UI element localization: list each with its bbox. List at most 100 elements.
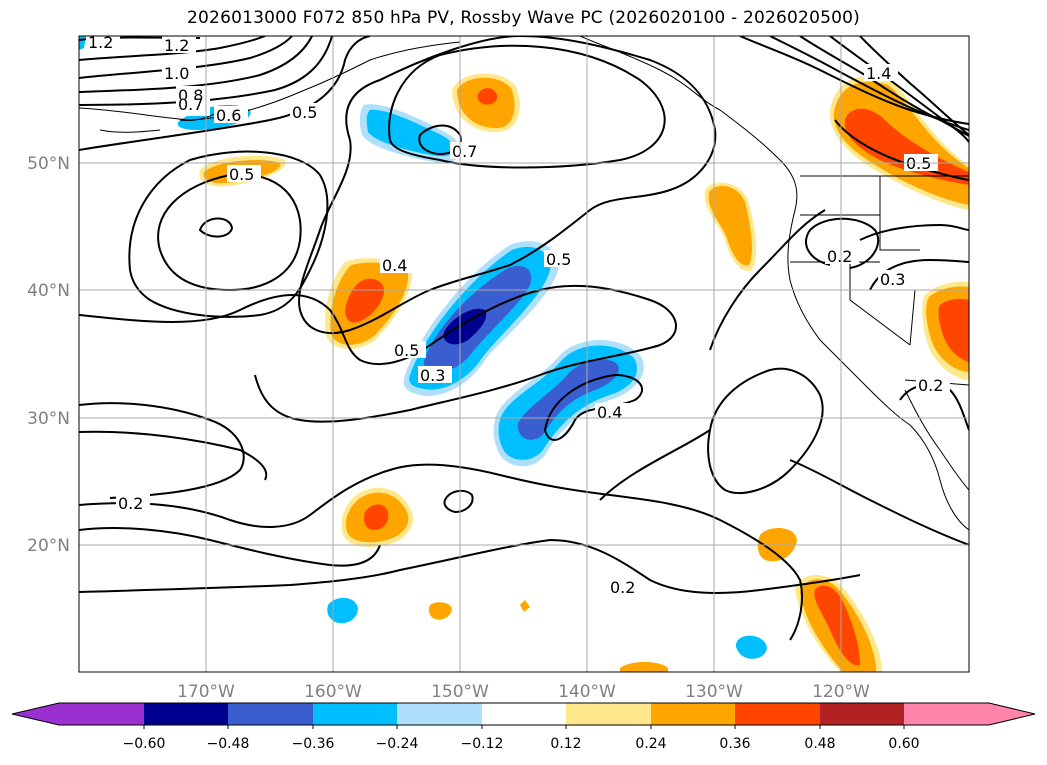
contour-label: 1.0: [164, 64, 189, 83]
colorbar-tick-label: −0.60: [123, 736, 166, 752]
lon-label: 120°W: [812, 682, 870, 702]
colorbar-tick-label: 0.24: [635, 736, 666, 752]
contour-label: 0.5: [394, 341, 419, 360]
pv-contour: [157, 173, 302, 292]
pv-contour: [79, 36, 266, 61]
colorbar-segment: [651, 703, 735, 725]
colorbar-tick-label: 0.48: [804, 736, 835, 752]
contour-label: 0.4: [382, 256, 407, 275]
colorbar-extend-over: [989, 703, 1035, 725]
pv-contour: [543, 373, 643, 442]
pv-contour: [707, 367, 824, 495]
pv-contour: [128, 150, 329, 318]
pv-contour: [829, 36, 969, 143]
shaded-orange-region: [477, 88, 498, 105]
contour-label: 0.2: [118, 494, 143, 513]
colorbar-segment: [566, 703, 651, 725]
colorbar-segment: [144, 703, 228, 725]
pv-contour: [79, 538, 861, 594]
colorbar-segment: [904, 703, 989, 725]
pv-contour: [769, 36, 969, 131]
colorbar-segment: [735, 703, 820, 725]
pv-contour: [709, 209, 880, 351]
pv-contour: [79, 527, 381, 567]
lon-labels: 170°W 160°W 150°W 140°W 130°W 120°W: [177, 682, 870, 702]
lat-label: 30°N: [27, 409, 70, 429]
baja-california: [904, 389, 969, 491]
lon-label: 140°W: [558, 682, 616, 702]
colorbar-extend-under: [12, 703, 59, 725]
contour-label: 0.5: [292, 103, 317, 122]
pv-contour: [79, 36, 333, 106]
contour-label: 0.3: [420, 366, 445, 385]
contour-labels: 1.2 1.2 1.0 0.8 0.7 0.6 0.5 0.7 0.5 0.4 …: [86, 33, 950, 597]
contour-label: 0.5: [546, 250, 571, 269]
shaded-blue-region: [735, 635, 767, 659]
gridlines: [79, 36, 969, 672]
contour-label: 0.6: [216, 106, 241, 125]
contour-label: 1.4: [866, 64, 891, 83]
lon-label: 130°W: [685, 682, 743, 702]
pv-contour: [739, 36, 969, 125]
pv-contour: [79, 402, 245, 499]
shaded-orange-region: [938, 298, 969, 362]
shaded-orange-region: [428, 602, 452, 620]
contour-label: 0.7: [178, 95, 203, 114]
colorbar-tick-label: −0.36: [292, 736, 335, 752]
contour-label: 0.2: [610, 578, 635, 597]
contour-label: 0.7: [452, 142, 477, 161]
shaded-orange-region: [814, 585, 860, 666]
lon-label: 150°W: [431, 682, 489, 702]
pv-contour: [79, 36, 293, 79]
colorbar-segment: [820, 703, 904, 725]
pv-contour: [79, 463, 803, 641]
pv-contour: [599, 429, 969, 546]
colorbar-segment: [482, 703, 566, 725]
coastline-alaska-islands: [99, 113, 216, 133]
lat-label: 50°N: [27, 154, 70, 174]
contour-label: 0.2: [918, 376, 943, 395]
shaded-orange-region: [520, 600, 530, 612]
pv-contours: [79, 36, 969, 641]
pv-contour: [79, 36, 313, 93]
lon-label: 160°W: [304, 682, 362, 702]
colorbar: −0.60 −0.48 −0.36 −0.24 −0.12 0.12 0.24 …: [11, 702, 1036, 752]
pv-contour: [443, 489, 474, 514]
shaded-orange-region: [620, 662, 668, 672]
colorbar-tick-label: −0.12: [461, 736, 504, 752]
contour-label: 0.2: [827, 247, 852, 266]
colorbar-tick-label: −0.24: [376, 736, 419, 752]
colorbar-segment: [313, 703, 397, 725]
shaded-orange-region: [708, 186, 752, 266]
pv-contour: [79, 284, 677, 423]
pv-contour: [388, 44, 666, 169]
lat-labels: 50°N 40°N 30°N 20°N: [27, 154, 70, 556]
lat-label: 20°N: [27, 536, 70, 556]
contour-label: 0.5: [229, 165, 254, 184]
shaded-blue-region: [327, 597, 358, 624]
colorbar-segment: [397, 703, 482, 725]
map-content: 1.2 1.2 1.0 0.8 0.7 0.6 0.5 0.7 0.5 0.4 …: [79, 33, 969, 672]
colorbar-tick-label: 0.12: [550, 736, 581, 752]
pv-contour: [859, 223, 969, 241]
pv-contour: [79, 430, 268, 481]
pv-contour: [859, 36, 969, 136]
map-frame: [78, 35, 970, 673]
colorbar-outline: [11, 702, 1036, 726]
map-background: [79, 36, 969, 672]
shaded-orange-region: [364, 504, 389, 530]
colorbar-segment: [59, 703, 144, 725]
coastline-alaska: [79, 41, 461, 121]
colorbar-tick-label: 0.60: [888, 736, 919, 752]
contour-label: 0.4: [597, 403, 622, 422]
contour-label: 0.3: [880, 270, 905, 289]
coastline-north-america: [579, 36, 969, 531]
lon-label: 170°W: [177, 682, 235, 702]
colorbar-segment: [228, 703, 313, 725]
colorbar-tick-label: 0.36: [719, 736, 750, 752]
lat-label: 40°N: [27, 281, 70, 301]
contour-label: 1.2: [88, 33, 113, 52]
colorbar-tick-label: −0.48: [207, 736, 250, 752]
contour-label: 1.2: [164, 36, 189, 55]
